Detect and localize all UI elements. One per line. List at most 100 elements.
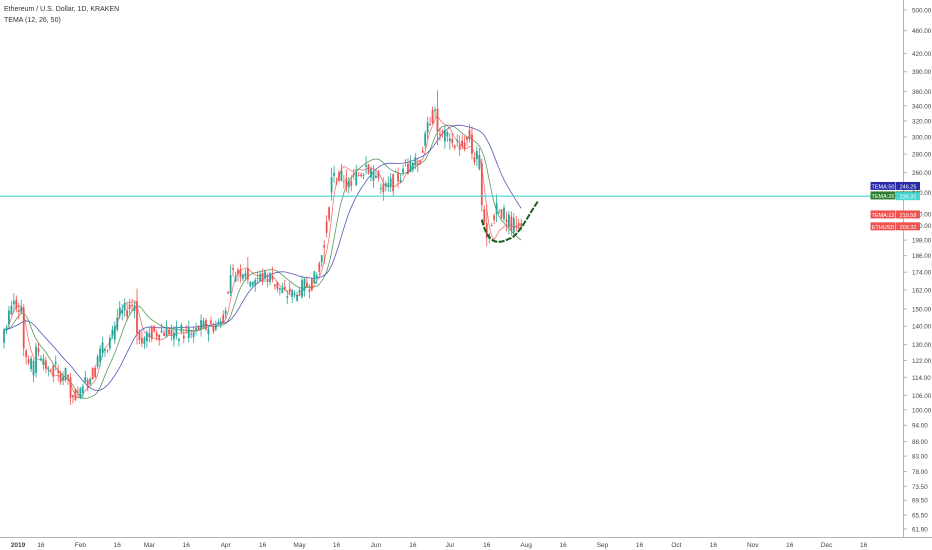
candle-body	[81, 386, 84, 394]
price-tick-label: 210.00	[912, 223, 932, 230]
candle-body	[54, 362, 57, 365]
candle	[320, 255, 323, 267]
candle-body	[217, 322, 220, 324]
candle	[35, 342, 37, 378]
candle-body	[150, 327, 153, 339]
candle	[99, 345, 101, 368]
candle-body	[466, 136, 468, 140]
candle	[370, 166, 372, 182]
candle-body	[22, 307, 25, 349]
candle-body	[259, 273, 262, 281]
time-tick-label: 16	[259, 542, 267, 549]
candle-body	[313, 271, 316, 284]
candle	[384, 180, 387, 192]
candle	[493, 213, 496, 225]
candle	[242, 273, 244, 282]
candle	[325, 215, 328, 238]
candle-body	[214, 324, 217, 330]
candle	[74, 388, 77, 402]
candle	[165, 320, 168, 338]
candle	[59, 370, 62, 385]
candle-body	[136, 300, 138, 334]
candle	[94, 364, 97, 378]
price-tick-label: 198.00	[912, 238, 932, 245]
candle-body	[315, 275, 318, 279]
candle	[333, 165, 335, 183]
candle-body	[242, 274, 244, 279]
candle-body	[12, 300, 15, 305]
price-label: ETHUSD 209.32	[870, 222, 920, 231]
candle	[187, 320, 190, 343]
candle-body	[485, 223, 488, 238]
candle-body	[35, 346, 37, 373]
candle-body	[490, 225, 493, 227]
candle	[32, 358, 35, 383]
candle	[64, 367, 67, 383]
candle	[79, 387, 82, 399]
candle	[274, 284, 276, 290]
price-label-value: 236.31	[900, 195, 917, 201]
candle	[111, 325, 114, 339]
price-tick-label: 65.50	[912, 512, 928, 519]
candle-body	[192, 332, 195, 337]
candle-body	[345, 178, 348, 188]
price-tick-label: 61.90	[912, 527, 928, 534]
time-tick-label: 16	[559, 542, 567, 549]
candle-body	[170, 329, 173, 336]
candle	[281, 282, 284, 294]
candle-body	[424, 133, 427, 146]
indicator-title: TEMA (12, 26, 50)	[4, 17, 61, 24]
candle-body	[79, 388, 82, 399]
candle-body	[453, 145, 456, 149]
candle-body	[404, 162, 407, 164]
candle-body	[141, 338, 143, 344]
candle	[345, 169, 348, 193]
candle-body	[145, 332, 148, 342]
candle	[471, 126, 473, 160]
candle	[155, 329, 158, 341]
candle-body	[153, 325, 156, 332]
candle-body	[384, 183, 387, 187]
candle-body	[229, 275, 232, 294]
candle	[441, 129, 444, 138]
candle	[116, 309, 119, 332]
price-axis: 500.00 460.00 420.00 390.00 360.00 340.00 320.…	[903, 8, 932, 534]
candle-body	[131, 305, 133, 307]
candle	[131, 298, 133, 312]
candle	[175, 320, 178, 340]
candle-body	[25, 350, 28, 358]
candle-body	[91, 368, 94, 380]
candle-body	[113, 326, 116, 340]
candle-body	[360, 174, 363, 177]
candle-body	[498, 211, 500, 213]
candle	[219, 317, 222, 329]
candle	[431, 106, 434, 125]
price-label-box	[896, 192, 920, 201]
price-label-name: TEMA:12	[872, 213, 895, 219]
candle-body	[414, 157, 417, 166]
price-label-value: 246.25	[900, 184, 917, 190]
price-label-tag	[870, 210, 896, 219]
candle-body	[286, 296, 289, 298]
price-label-tag	[870, 222, 896, 231]
candle	[517, 218, 520, 231]
candle-body	[421, 150, 424, 153]
candle-body	[411, 162, 414, 171]
candle-body	[478, 155, 481, 170]
candle	[389, 173, 392, 193]
price-tick-label: 280.00	[912, 152, 932, 159]
candle	[453, 144, 456, 151]
time-tick-label: Oct	[671, 542, 681, 549]
candle	[160, 323, 163, 333]
candle	[133, 301, 136, 319]
candle	[485, 205, 488, 247]
candle-body	[308, 289, 311, 292]
candle	[224, 307, 227, 320]
candle-body	[123, 302, 126, 311]
candle-body	[288, 288, 291, 293]
candle-body	[239, 269, 242, 278]
price-tick-label: 174.00	[912, 270, 932, 277]
candle-body	[209, 320, 212, 324]
